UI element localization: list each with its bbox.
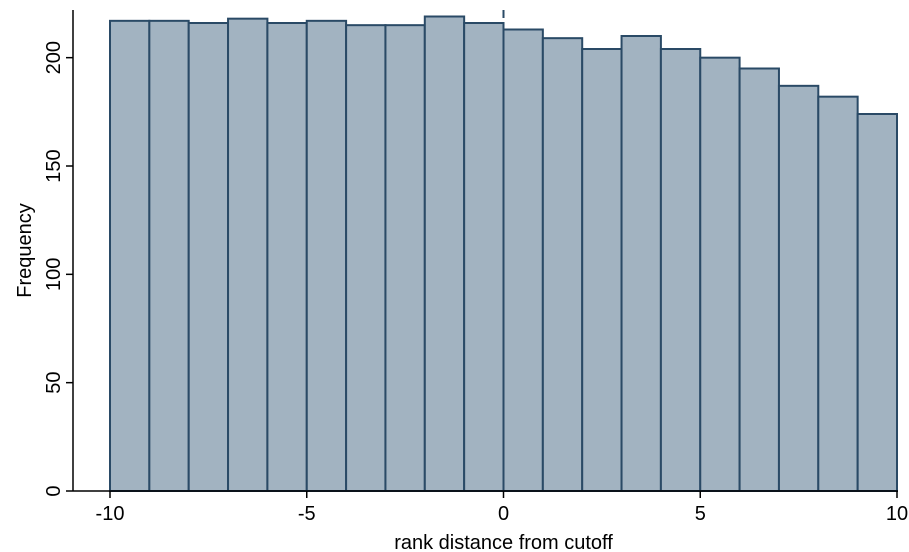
histogram-bar — [581, 48, 623, 492]
x-tick-label: -10 — [96, 503, 125, 525]
histogram-bar — [423, 15, 466, 492]
histogram-bar — [187, 22, 230, 492]
histogram-bar — [109, 19, 151, 492]
histogram-bar — [620, 35, 662, 492]
histogram-bar — [148, 19, 190, 492]
y-tick-label: 150 — [43, 149, 65, 182]
histogram-bar — [227, 17, 269, 493]
histogram-bar — [856, 113, 899, 492]
y-tick-label: 0 — [43, 485, 65, 496]
x-axis-title: rank distance from cutoff — [394, 532, 613, 552]
histogram-bar — [541, 37, 584, 493]
axes-group: 0 50 100 150 200 -10 -5 0 5 10 — [43, 10, 908, 525]
histogram-bar — [502, 28, 544, 492]
histogram-bar — [345, 24, 387, 493]
histogram-bar — [384, 24, 426, 493]
y-axis-title: Frequency — [14, 203, 36, 298]
histogram-bar — [777, 84, 820, 492]
y-tick-label: 200 — [43, 41, 65, 74]
histogram-bar — [738, 67, 780, 492]
histogram-bar — [266, 22, 308, 492]
y-tick-label: 100 — [43, 258, 65, 291]
y-tick-label: 50 — [43, 372, 65, 394]
x-tick-label: 10 — [886, 503, 908, 525]
histogram-bar — [817, 95, 859, 493]
histogram-bar — [699, 56, 741, 493]
histogram-bar — [305, 19, 348, 492]
x-tick-label: 0 — [498, 503, 509, 525]
bars-group — [109, 15, 899, 493]
histogram-bar — [463, 22, 505, 492]
histogram-bar — [659, 48, 702, 492]
x-tick-label: 5 — [695, 503, 706, 525]
x-tick-label: -5 — [298, 503, 316, 525]
